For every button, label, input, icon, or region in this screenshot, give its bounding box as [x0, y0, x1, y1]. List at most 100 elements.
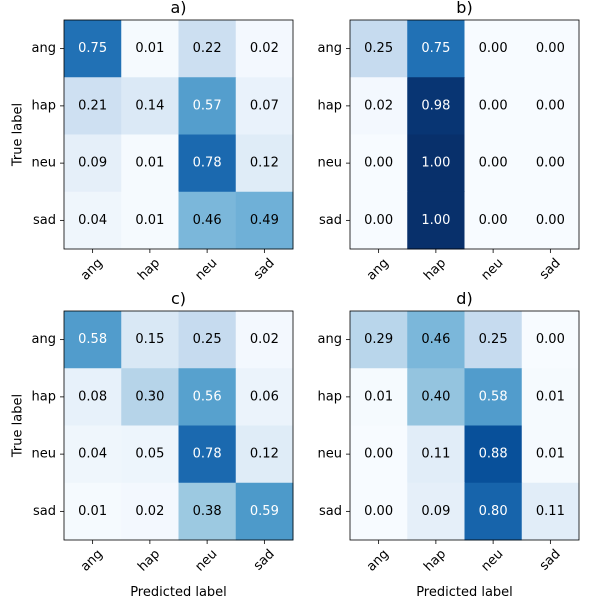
panel-b-value-r2-c0: 0.00	[364, 156, 393, 171]
panel-b-cell-r3-c3	[521, 191, 580, 250]
panel-d-cell-r3-c0	[350, 482, 408, 541]
panel-a-value-r0-c1: 0.01	[135, 41, 164, 56]
panel-b-value-r0-c0: 0.25	[364, 41, 393, 56]
panel-c-value-r0-c0: 0.58	[78, 332, 107, 347]
panel-a-value-r1-c3: 0.07	[250, 98, 279, 113]
panel-a-value-r0-c3: 0.02	[250, 41, 279, 56]
panel-d-xtick-label-neu: neu	[479, 547, 507, 575]
panel-b-cell-r1-c2	[464, 77, 523, 135]
panel-c-value-r2-c1: 0.05	[135, 447, 164, 462]
panel-c-value-r3-c0: 0.01	[78, 504, 107, 519]
panel-c-xtick-label-neu: neu	[193, 547, 221, 575]
panel-a-cell-r1-c0	[64, 77, 122, 135]
panel-d-value-r2-c2: 0.88	[479, 447, 508, 462]
panel-b-ytick-label-hap: hap	[318, 98, 342, 113]
panel-b-value-r1-c3: 0.00	[536, 98, 565, 113]
panel-c-xtick-label-ang: ang	[78, 547, 106, 575]
panel-d-cell-r1-c3	[521, 368, 580, 426]
panel-b-cell-r1-c1	[407, 77, 465, 135]
panel-a-cell-r0-c3	[235, 20, 294, 78]
panel-a-cell-r2-c2	[178, 134, 237, 193]
panel-c-ytick-label-sad: sad	[33, 504, 56, 519]
panel-d-cell-r2-c3	[521, 425, 580, 484]
panel-c-cell-r1-c3	[235, 368, 294, 426]
panel-c-ytick-label-neu: neu	[32, 447, 56, 462]
panel-d-ytick-label-hap: hap	[318, 389, 342, 404]
panel-d-cell-r0-c1	[407, 311, 465, 369]
panel-c-cell-r3-c2	[178, 482, 237, 541]
panel-a-title: a)	[170, 0, 186, 17]
panel-c-value-r2-c0: 0.04	[78, 447, 107, 462]
panel-a-cell-r1-c2	[178, 77, 237, 135]
panel-b-value-r3-c2: 0.00	[479, 213, 508, 228]
panel-b-cell-r0-c2	[464, 20, 523, 78]
panel-a-xtick-label-hap: hap	[135, 256, 163, 284]
panel-b-title: b)	[456, 0, 472, 17]
panel-a-cell-r2-c1	[121, 134, 179, 193]
panel-d-cell-r0-c0	[350, 311, 408, 369]
panel-b-ytick-label-neu: neu	[318, 156, 342, 171]
panel-b-ytick-label-sad: sad	[319, 213, 342, 228]
panel-d-value-r2-c3: 0.01	[536, 447, 565, 462]
panel-d-cell-r3-c2	[464, 482, 523, 541]
panel-b-cell-r0-c3	[521, 20, 580, 78]
panel-d-value-r0-c1: 0.46	[421, 332, 450, 347]
panel-d-xtick-label-sad: sad	[537, 547, 564, 574]
panel-c-cell-r1-c0	[64, 368, 122, 426]
panel-b-value-r1-c2: 0.00	[479, 98, 508, 113]
panel-a-value-r1-c0: 0.21	[78, 98, 107, 113]
panel-d-value-r3-c3: 0.11	[536, 504, 565, 519]
panel-d-value-r1-c1: 0.40	[421, 389, 450, 404]
panel-c-value-r0-c2: 0.25	[193, 332, 222, 347]
panel-d-value-r0-c2: 0.25	[479, 332, 508, 347]
panel-a-cell-r3-c1	[121, 191, 179, 250]
panel-a-value-r1-c2: 0.57	[193, 98, 222, 113]
panel-a-value-r2-c0: 0.09	[78, 156, 107, 171]
panel-c-value-r3-c2: 0.38	[193, 504, 222, 519]
panel-d-cell-r1-c1	[407, 368, 465, 426]
panel-c-value-r0-c3: 0.02	[250, 332, 279, 347]
panel-d-xlabel: Predicted label	[416, 585, 513, 600]
panel-c-ylabel: True label	[11, 394, 26, 458]
panel-a-cell-r0-c2	[178, 20, 237, 78]
panel-b-value-r3-c1: 1.00	[421, 213, 450, 228]
panel-d-title: d)	[456, 289, 472, 308]
panel-b-xtick-label-ang: ang	[364, 256, 392, 284]
panel-a-value-r2-c1: 0.01	[135, 156, 164, 171]
panel-a-value-r3-c0: 0.04	[78, 213, 107, 228]
panel-c-cell-r2-c1	[121, 425, 179, 484]
panel-c-value-r2-c2: 0.78	[193, 447, 222, 462]
panel-a-cell-r0-c1	[121, 20, 179, 78]
panel-b-xtick-label-hap: hap	[421, 256, 449, 284]
panel-a-cell-r3-c2	[178, 191, 237, 250]
panel-a-cell-r2-c0	[64, 134, 122, 193]
panel-c-ytick-label-ang: ang	[32, 332, 56, 347]
panel-d-value-r2-c0: 0.00	[364, 447, 393, 462]
panel-b-cell-r1-c0	[350, 77, 408, 135]
panel-b-cell-r2-c0	[350, 134, 408, 193]
panel-b-value-r2-c2: 0.00	[479, 156, 508, 171]
panel-a-cell-r2-c3	[235, 134, 294, 193]
panel-a-cell-r3-c3	[235, 191, 294, 250]
panel-a-xtick-label-neu: neu	[193, 256, 221, 284]
panel-b-cell-r3-c1	[407, 191, 465, 250]
panel-b-cell-r0-c0	[350, 20, 408, 78]
panel-a-ytick-label-neu: neu	[32, 156, 56, 171]
panel-a-cell-r1-c1	[121, 77, 179, 135]
panel-b-frame	[349, 19, 580, 250]
panel-c-cell-r3-c0	[64, 482, 122, 541]
panel-c-cell-r3-c1	[121, 482, 179, 541]
panel-d-value-r3-c1: 0.09	[421, 504, 450, 519]
panel-a-ytick-label-sad: sad	[33, 213, 56, 228]
panel-d-frame	[349, 310, 580, 541]
panel-c-cell-r0-c1	[121, 311, 179, 369]
panel-d-value-r1-c3: 0.01	[536, 389, 565, 404]
panel-d-value-r1-c0: 0.01	[364, 389, 393, 404]
panel-d-cell-r1-c0	[350, 368, 408, 426]
panel-b-cell-r2-c2	[464, 134, 523, 193]
panel-a-ytick-label-ang: ang	[32, 41, 56, 56]
panel-a-xtick-label-ang: ang	[78, 256, 106, 284]
panel-c-value-r1-c1: 0.30	[135, 389, 164, 404]
panel-c-cell-r3-c3	[235, 482, 294, 541]
